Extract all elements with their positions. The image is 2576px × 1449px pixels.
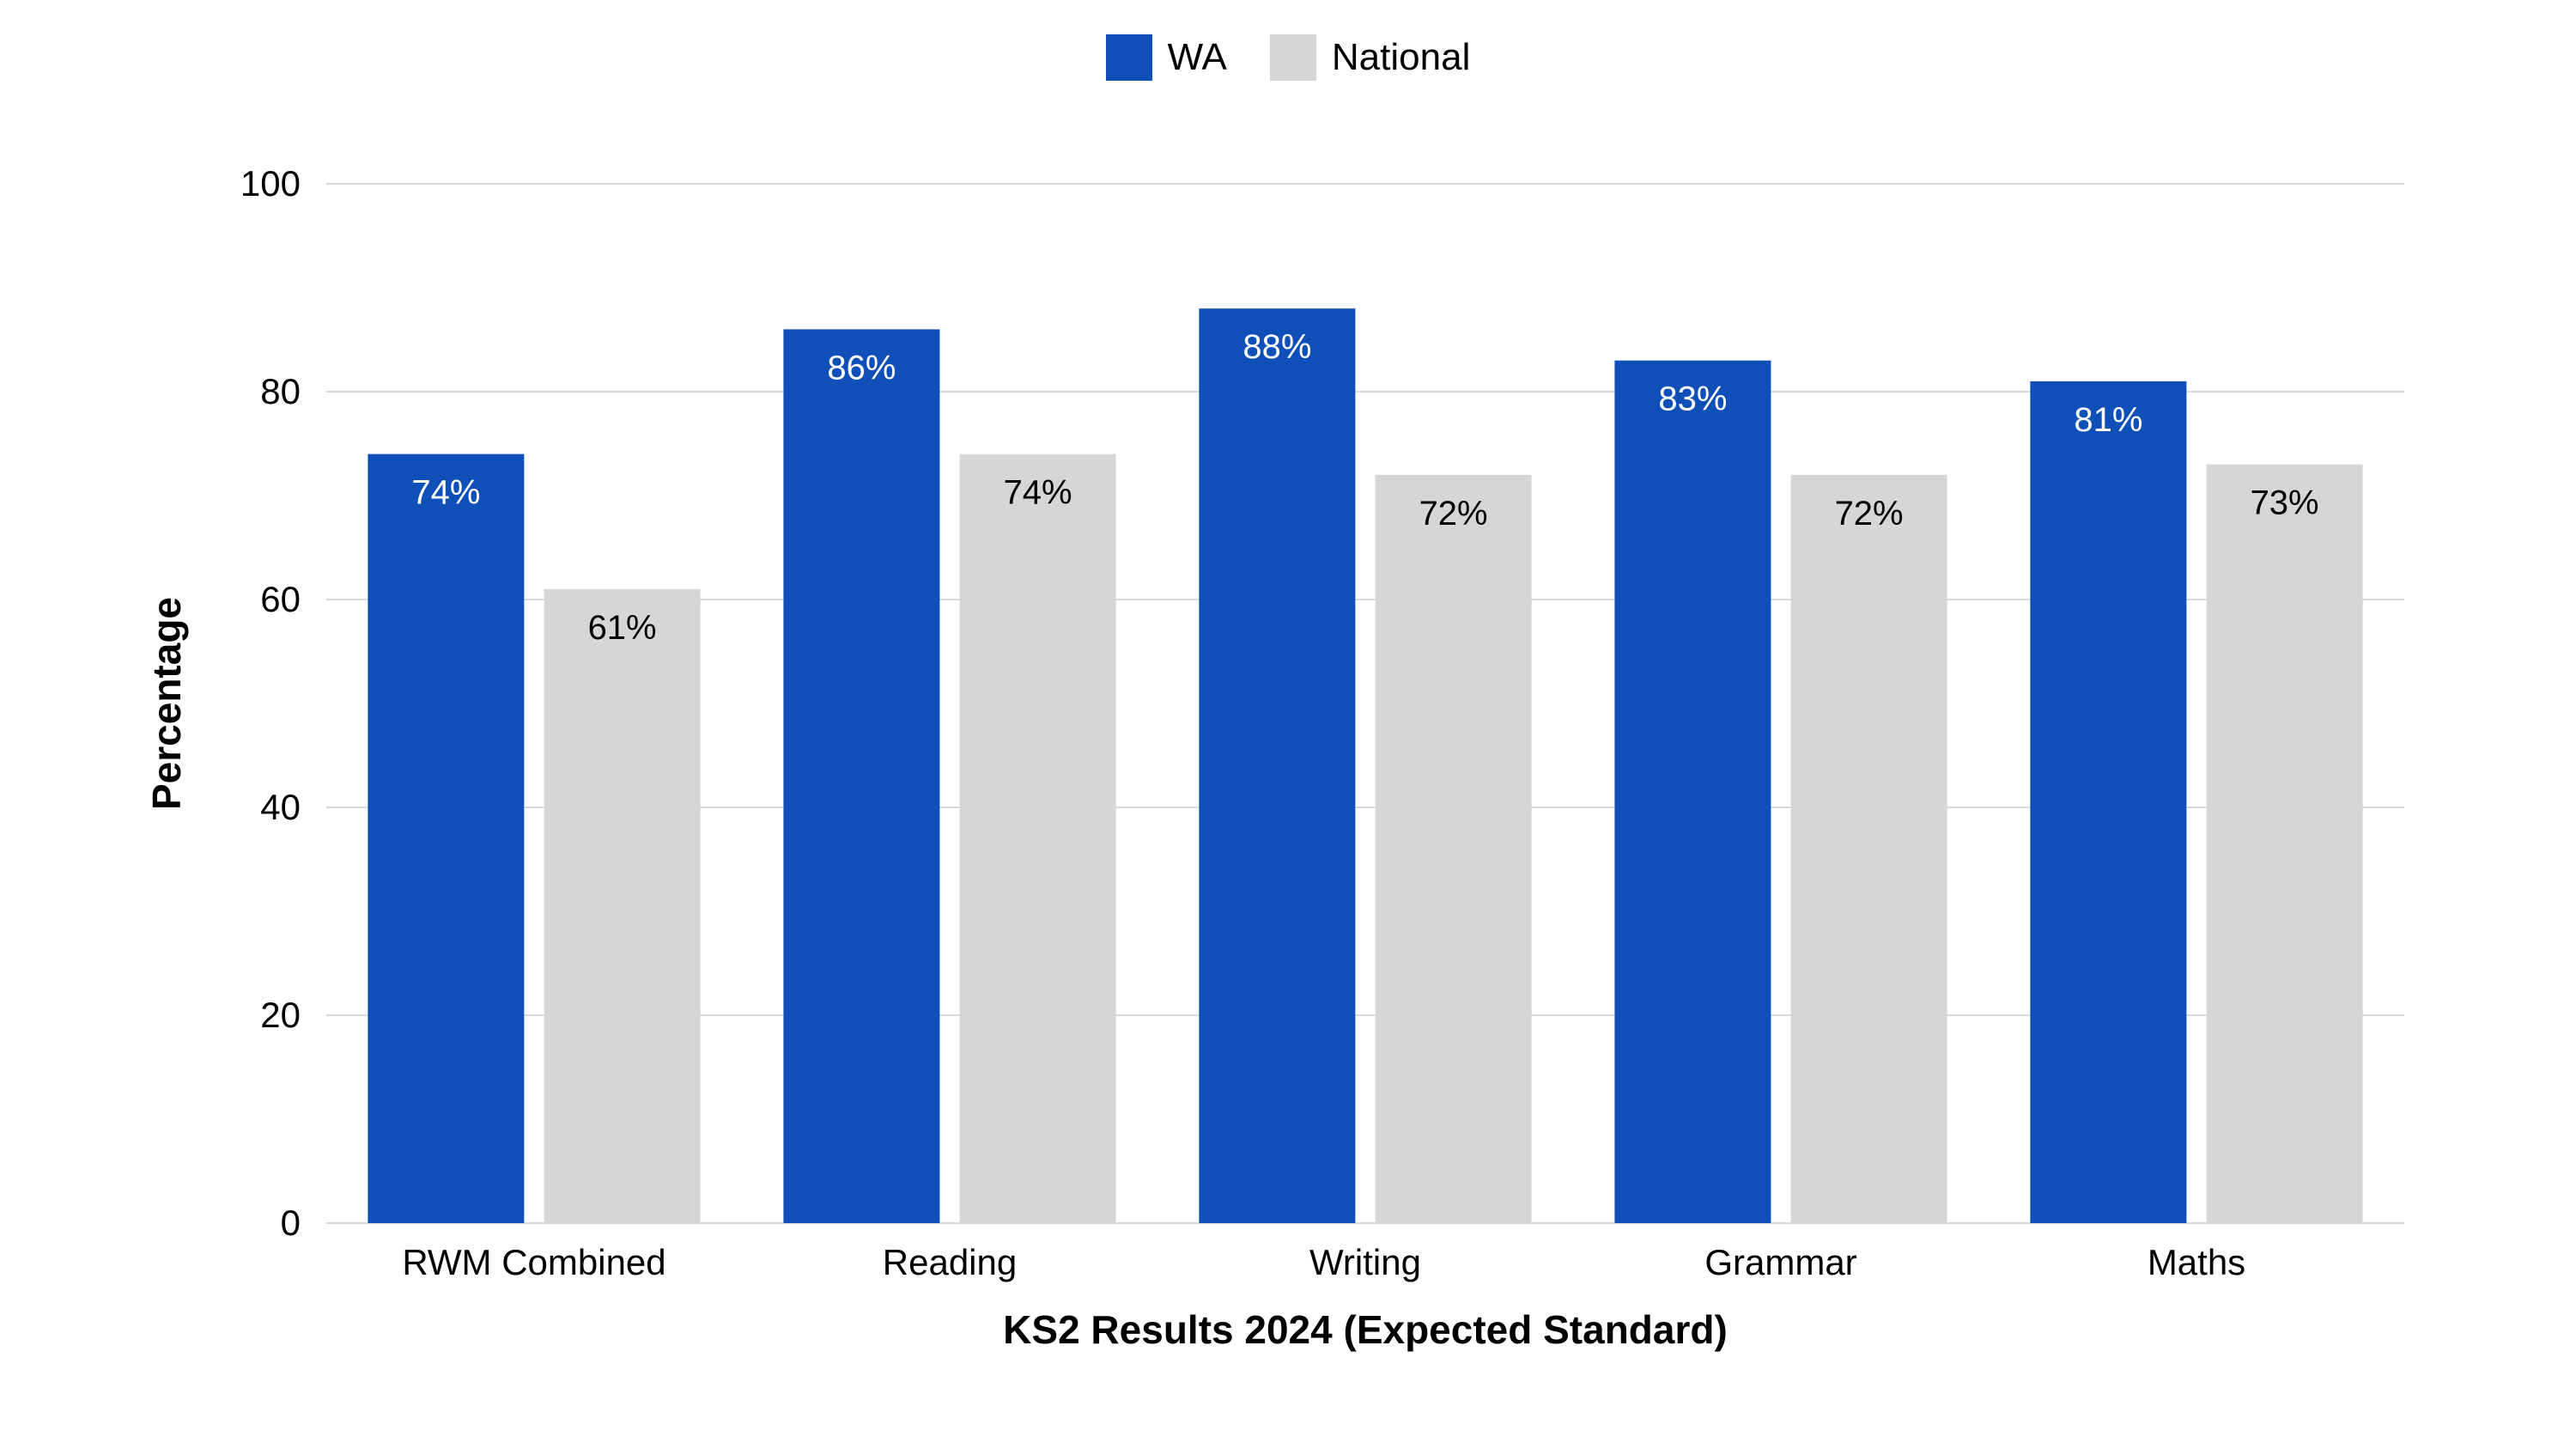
bar-label: 61%	[588, 609, 657, 647]
y-tick-label: 20	[260, 995, 301, 1035]
ks2-results-chart: WA National 0 20 40 60 80 100 74% 61% RWM Combin…	[103, 34, 2473, 1409]
x-axis-title: KS2 Results 2024 (Expected Standard)	[1003, 1307, 1728, 1352]
legend-swatch-national	[1270, 34, 1316, 81]
bar-wa-2	[1199, 308, 1355, 1223]
legend-label-national: National	[1332, 36, 1470, 79]
bar-wa-1	[783, 329, 939, 1223]
y-axis-title: Percentage	[144, 597, 189, 810]
bar-national-4	[2207, 465, 2363, 1223]
bar-label: 72%	[1835, 495, 1904, 533]
y-tick-label: 60	[260, 579, 301, 619]
legend-swatch-wa	[1106, 34, 1152, 81]
bar-label: 86%	[827, 349, 896, 387]
bar-national-1	[960, 454, 1116, 1223]
bar-wa-3	[1614, 361, 1771, 1223]
y-tick-label: 100	[240, 163, 301, 204]
legend-item-wa: WA	[1106, 34, 1227, 81]
bar-label: 74%	[1004, 474, 1072, 512]
bar-label: 83%	[1658, 381, 1727, 418]
bar-label: 88%	[1242, 328, 1311, 366]
y-tick-label: 0	[281, 1202, 301, 1243]
x-tick-label: Grammar	[1704, 1242, 1856, 1282]
bar-label: 81%	[2074, 401, 2142, 439]
x-tick-label: RWM Combined	[402, 1242, 665, 1282]
x-tick-label: Maths	[2148, 1242, 2245, 1282]
bar-label: 72%	[1419, 495, 1488, 533]
chart-svg: 0 20 40 60 80 100 74% 61% RWM Combined 86% 74% Read…	[103, 89, 2473, 1395]
y-tick-label: 80	[260, 371, 301, 411]
legend-label-wa: WA	[1168, 36, 1227, 79]
y-tick-label: 40	[260, 787, 301, 827]
x-tick-label: Reading	[883, 1242, 1017, 1282]
bar-label: 74%	[411, 474, 480, 512]
bar-national-0	[544, 589, 701, 1223]
bar-wa-4	[2030, 381, 2186, 1223]
bar-label: 73%	[2251, 484, 2319, 522]
x-tick-label: Writing	[1309, 1242, 1421, 1282]
legend-item-national: National	[1270, 34, 1470, 81]
bar-national-3	[1791, 475, 1947, 1223]
bar-national-2	[1376, 475, 1532, 1223]
bar-wa-0	[368, 454, 524, 1223]
legend: WA National	[103, 34, 2473, 81]
